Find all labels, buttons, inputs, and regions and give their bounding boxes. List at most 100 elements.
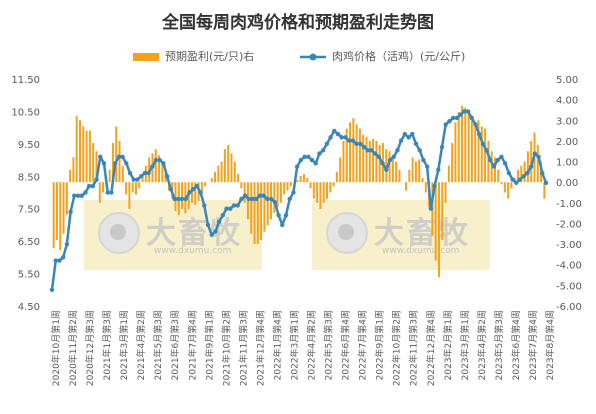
price-point [521,174,526,179]
price-point [90,183,96,189]
price-point [502,161,508,166]
price-point [320,148,326,153]
profit-bar [457,112,460,183]
profit-bar [98,182,101,203]
profit-bar [108,169,111,183]
profit-bar [326,182,328,199]
x-axis-tick-label: 2021年11月第3周 [237,310,249,386]
price-point [376,154,382,160]
right-axis-tick-label: -1.00 [556,199,582,210]
price-point [462,109,467,114]
profit-bar [62,182,65,234]
price-point [213,229,218,234]
profit-bar [375,140,378,183]
price-point [525,170,530,176]
profit-bar [65,182,68,216]
price-point [339,135,344,140]
price-point [402,131,408,137]
right-axis-tick-label: 2.00 [556,137,578,148]
price-point [428,206,434,211]
x-axis-tick-label: 2022年11月第3周 [408,310,420,386]
price-point [484,148,489,153]
profit-bar [79,120,81,183]
price-point [473,122,478,127]
profit-bar [161,161,164,183]
price-point [380,161,385,166]
profit-bar [306,178,309,183]
price-point [395,148,400,153]
profit-bar [467,109,470,183]
profit-bar [181,182,184,210]
watermark-left: 大畜牧 www.dxumu.com [84,200,262,270]
profit-bar [312,182,315,199]
profit-bar [421,178,424,183]
profit-bar [118,140,121,183]
right-axis-tick-label: -6.00 [556,302,582,313]
profit-bar [388,151,391,183]
price-point [109,190,114,195]
watermark-right: 大畜牧 www.dxumu.com [312,200,490,270]
profit-bar [355,124,358,183]
price-point [101,161,107,166]
profit-bar [480,126,483,183]
price-point [287,196,292,202]
watermark-logo-icon [326,212,368,254]
price-point [153,157,159,163]
profit-bar [408,169,411,183]
profit-bar [316,182,319,203]
profit-bar [95,151,98,183]
price-point [239,196,244,202]
profit-bar [121,165,124,183]
price-point [317,151,322,156]
right-axis-tick-label: 1.00 [556,158,578,169]
x-axis-tick-label: 2022年5月第3周 [323,310,335,380]
price-point [157,157,162,163]
price-point [436,167,441,172]
profit-bar [141,173,144,183]
legend-item-price: 肉鸡价格（活鸡）(元/公斤) [300,48,465,64]
watermark-brand: 大畜牧 [146,216,242,251]
price-point [79,193,84,198]
price-point [450,115,456,121]
x-axis-tick-label: 2023年6月第4周 [510,310,522,380]
profit-bar [444,182,447,203]
price-point [98,154,103,160]
profit-bar [223,149,226,183]
price-point [254,196,259,202]
profit-bar [263,182,266,232]
price-point [283,213,289,218]
x-axis-tick-label: 2022年9月第1周 [374,310,386,380]
price-point [324,141,330,147]
profit-bar [299,175,302,183]
profit-bar [115,126,118,183]
price-point [272,200,278,205]
price-point [135,177,140,182]
profit-bar [520,165,523,183]
price-point [480,141,486,147]
profit-bar [332,182,335,187]
profit-bar [424,182,427,193]
price-point [261,193,266,198]
profit-bar [243,182,246,203]
price-point [168,187,174,192]
profit-bar [266,182,269,226]
profit-bar [88,130,91,183]
left-axis-tick-label: 11.50 [11,75,40,86]
profit-bar [309,182,312,189]
price-point [257,193,263,198]
x-axis-tick-label: 2021年6月第3周 [169,310,181,380]
price-point [246,196,252,202]
x-axis-tick-label: 2023年2月第1周 [442,310,454,380]
price-point [387,157,393,163]
price-point [231,203,237,208]
profit-bar [69,169,72,183]
profit-bar [474,124,477,183]
price-point [198,190,203,195]
price-point [161,161,166,166]
price-point [517,177,523,182]
x-axis-tick-label: 2021年1月第3周 [101,310,113,380]
price-point [138,174,144,179]
legend-label-price: 肉鸡价格（活鸡）(元/公斤) [332,50,466,63]
price-point [60,255,66,260]
